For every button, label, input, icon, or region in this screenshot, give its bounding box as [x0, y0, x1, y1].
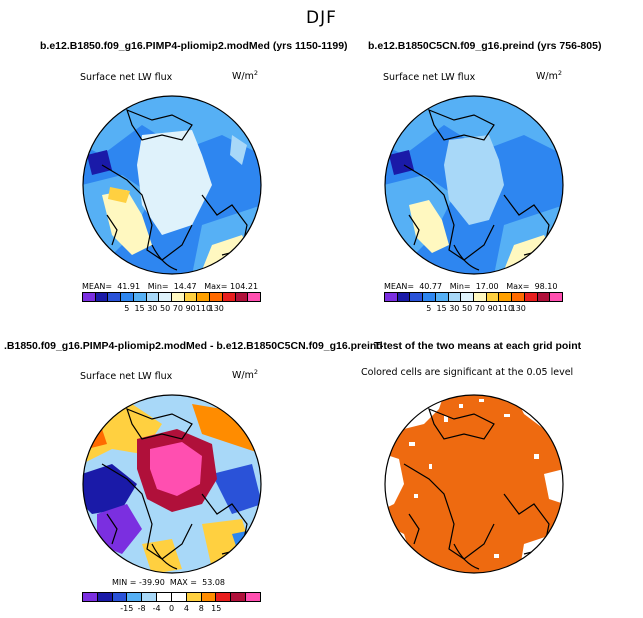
colorbar-swatch: [474, 293, 487, 301]
colorbar-swatch: [95, 293, 109, 301]
colorbar-swatch: [423, 293, 436, 301]
colorbar-swatch: [97, 593, 113, 601]
colorbar-tick-label: 110: [497, 304, 514, 313]
colorbar-swatch: [146, 293, 160, 301]
colorbar-tick-label: 50: [160, 304, 171, 313]
colorbar-swatch: [216, 593, 232, 601]
colorbar-tick-label: 15: [436, 304, 447, 313]
colorbar-swatch: [184, 293, 198, 301]
panel-1-stats: MEAN= 41.91 Min= 14.47 Max= 104.21: [82, 282, 259, 291]
panel-3-colorbar-ticks: -15 -8 -4 0 4 8 15: [82, 602, 261, 614]
colorbar-swatch: [172, 293, 185, 301]
colorbar-swatch: [499, 293, 513, 301]
colorbar-swatch: [410, 293, 424, 301]
panel-4-map: [384, 394, 564, 574]
colorbar-tick-label: -15: [120, 604, 134, 613]
colorbar-tick-label: 130: [510, 304, 526, 313]
colorbar-swatch: [186, 593, 202, 601]
colorbar-swatch: [524, 293, 538, 301]
colorbar-swatch: [108, 293, 122, 301]
colorbar-swatch: [83, 593, 98, 601]
panel-2-variable: Surface net LW flux: [383, 72, 476, 83]
panel-2-units: W/m2: [536, 69, 562, 83]
panel-2-colorbar-ticks: 5 15 30 50 70 90 110 130: [384, 302, 563, 314]
panel-1-variable: Surface net LW flux: [80, 72, 173, 83]
colorbar-tick-label: 70: [172, 304, 183, 313]
colorbar-swatch: [550, 293, 563, 301]
colorbar-swatch: [385, 293, 398, 301]
colorbar-tick-label: 0: [168, 604, 175, 613]
colorbar-swatch: [397, 293, 411, 301]
colorbar-swatch: [235, 293, 249, 301]
panel-1-units: W/m2: [232, 69, 258, 83]
figure-title: DJF: [306, 8, 337, 28]
colorbar-tick-label: 50: [462, 304, 473, 313]
colorbar-swatch: [157, 593, 172, 601]
colorbar-swatch: [83, 293, 96, 301]
colorbar-tick-label: 5: [426, 304, 432, 313]
panel-1-colorbar: 5 15 30 50 70 90 110 130: [82, 292, 261, 314]
colorbar-swatch: [246, 593, 260, 601]
colorbar-swatch: [121, 293, 134, 301]
colorbar-tick-label: 15: [134, 304, 145, 313]
colorbar-swatch: [133, 293, 147, 301]
colorbar-tick-label: 30: [449, 304, 460, 313]
panel-3-colorbar-swatches: [82, 592, 261, 602]
colorbar-tick-label: 110: [195, 304, 212, 313]
colorbar-swatch: [210, 293, 223, 301]
colorbar-swatch: [142, 593, 158, 601]
panel-1-map: [82, 95, 262, 275]
panel-4-title: T-test of the two means at each grid poi…: [374, 340, 582, 352]
colorbar-tick-label: -4: [152, 604, 161, 613]
colorbar-tick-label: 90: [487, 304, 498, 313]
colorbar-swatch: [197, 293, 211, 301]
colorbar-tick-label: -8: [137, 604, 146, 613]
panel-1-colorbar-ticks: 5 15 30 50 70 90 110 130: [82, 302, 261, 314]
colorbar-swatch: [171, 593, 187, 601]
panel-3-colorbar: -15 -8 -4 0 4 8 15: [82, 592, 261, 614]
colorbar-swatch: [112, 593, 128, 601]
panel-2-stats: MEAN= 40.77 Min= 17.00 Max= 98.10: [384, 282, 558, 291]
colorbar-tick-label: 15: [211, 604, 222, 613]
colorbar-swatch: [222, 293, 236, 301]
colorbar-swatch: [231, 593, 247, 601]
panel-3-map: [82, 394, 262, 574]
colorbar-swatch: [248, 293, 261, 301]
panel-3-variable: Surface net LW flux: [80, 371, 173, 382]
colorbar-swatch: [448, 293, 462, 301]
panel-3-units: W/m2: [232, 368, 258, 382]
panel-2-colorbar-swatches: [384, 292, 563, 302]
colorbar-swatch: [486, 293, 500, 301]
panel-2-map: [384, 95, 564, 275]
panel-3-title: .B1850.f09_g16.PIMP4-pliomip2.modMed - b…: [4, 340, 383, 352]
colorbar-swatch: [159, 293, 173, 301]
colorbar-tick-label: 70: [474, 304, 485, 313]
colorbar-tick-label: 5: [124, 304, 130, 313]
colorbar-swatch: [127, 593, 143, 601]
panel-1-colorbar-swatches: [82, 292, 261, 302]
colorbar-tick-label: 90: [185, 304, 196, 313]
panel-2-colorbar: 5 15 30 50 70 90 110 130: [384, 292, 563, 314]
panel-2-title: b.e12.B1850C5CN.f09_g16.preind (yrs 756-…: [368, 40, 602, 52]
colorbar-swatch: [537, 293, 551, 301]
panel-3-stats: MIN = -39.90 MAX = 53.08: [112, 578, 225, 587]
colorbar-tick-label: 8: [198, 604, 204, 613]
panel-1-title: b.e12.B1850.f09_g16.PIMP4-pliomip2.modMe…: [40, 40, 348, 52]
colorbar-tick-label: 130: [208, 304, 224, 313]
colorbar-swatch: [435, 293, 449, 301]
colorbar-swatch: [461, 293, 475, 301]
panel-4-note: Colored cells are significant at the 0.0…: [361, 367, 574, 378]
colorbar-swatch: [512, 293, 525, 301]
colorbar-swatch: [201, 593, 217, 601]
colorbar-tick-label: 30: [147, 304, 158, 313]
colorbar-tick-label: 4: [183, 604, 189, 613]
